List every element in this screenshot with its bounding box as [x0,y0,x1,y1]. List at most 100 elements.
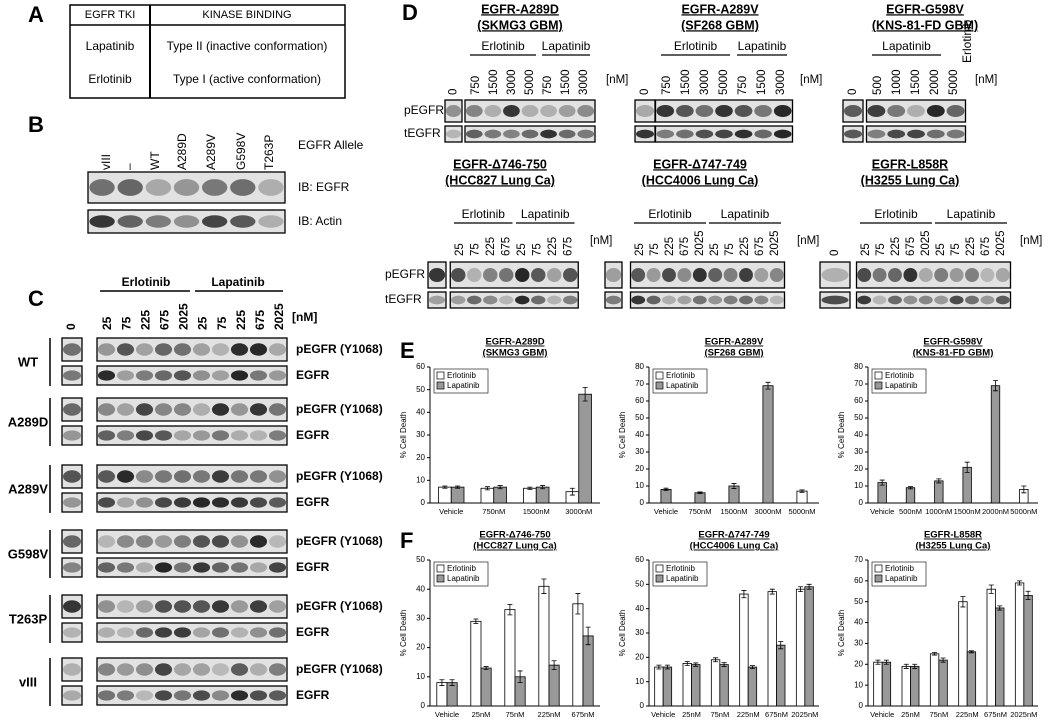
error-bar [517,670,523,684]
y-tick-label: 80 [854,362,863,371]
blot-band [631,267,646,283]
legend-label: Lapatinib [666,574,699,583]
error-bar [551,660,557,670]
blot-band [907,105,925,117]
blot-band [192,497,211,508]
x-tick-label: 5000nM [1010,507,1037,516]
blot-band [145,179,172,196]
lane-label: WT [148,151,162,170]
y-tick-label: 60 [416,362,425,371]
error-bar [879,479,885,486]
blot-band [154,370,173,381]
x-tick-label: 225nM [737,710,760,719]
bar [966,651,977,707]
blot-band [97,470,116,483]
dose-label: 2025 [920,230,932,256]
dose-label: 225 [547,237,559,256]
y-tick-label: 40 [854,430,863,439]
blot-band [230,627,249,638]
blot-band [135,562,154,573]
bar [1023,595,1033,707]
blot-band [249,690,268,701]
blot-band [249,562,268,573]
bar [654,666,664,707]
legend-label: Erlotinib [666,371,695,380]
lane-label: T263P [262,135,276,170]
y-axis-label: % Cell Death [399,412,408,459]
blot-band [268,600,287,613]
blot-band [116,690,135,701]
blot-band [965,267,979,283]
error-bar [693,662,699,667]
blot-band [211,627,230,638]
blot-title: EGFR-A289D [481,2,559,16]
blot-band [467,267,482,283]
blot-band [821,295,849,305]
blot-band [249,627,268,638]
bar [660,488,672,504]
blot-band [907,129,925,139]
blot-band [249,430,268,441]
blot-band [515,295,530,305]
blot-band [268,535,287,548]
blot-band [577,105,595,117]
blot-title: EGFR-Δ746-750 [453,157,547,171]
bar [934,480,944,504]
y-tick-label: 60 [635,396,644,405]
table-cell: Erlotinib [88,72,132,86]
blot-band [116,430,135,441]
drug-label: Erlotinib [674,39,718,53]
blot-band [918,267,933,283]
blot-label: pEGFR (Y1068) [296,342,383,356]
x-tick-label: 675nM [572,710,595,719]
blot-band [211,343,230,356]
y-tick-label: 60 [635,555,644,564]
blot [427,291,447,309]
y-tick-label: 20 [416,453,425,462]
blot-band [677,295,692,305]
blot-band [89,179,115,196]
blot-band [97,535,116,548]
chart-title: (SF268 GBM) [704,348,763,359]
error-bar [663,487,669,491]
blot-band [887,105,906,117]
blot-band [116,600,135,613]
blot-band [844,105,862,117]
blot [629,261,786,289]
blot-band [268,430,287,441]
error-bar [575,593,581,615]
x-tick-label: 675nM [765,710,788,719]
blot [61,425,83,446]
blot-band [63,562,81,573]
x-tick-label: Vehicle [651,710,675,719]
error-bar [721,662,727,667]
x-tick-label: 500nM [899,507,922,516]
drug-label: Erlotinib [960,19,974,63]
dose-label: 225 [664,237,676,256]
bar [691,664,701,707]
blot-band [903,267,918,283]
blot-band [154,470,173,483]
bar [877,482,887,504]
blot-label: pEGFR (Y1068) [296,402,383,416]
x-tick-label: Vehicle [870,710,894,719]
error-bar [988,584,994,594]
x-tick-label: 25nM [472,710,491,719]
error-bar [541,578,547,594]
chart-title: EGFR-Δ746-750 [479,530,550,541]
blot [61,685,83,706]
blot-band [646,267,661,283]
blot-band [173,627,192,638]
dose-label: 1500 [680,69,692,95]
blot-band [173,430,192,441]
blot-band [154,562,173,573]
blot-band [268,663,287,676]
drug-label: Erlotinib [462,207,506,221]
dose-label: 5000 [718,69,730,95]
blot-band [558,129,576,139]
blot-label: tEGFR [385,292,422,306]
dose-label: 0 [639,89,651,95]
blot-label: EGFR [296,428,330,442]
y-tick-label: 20 [635,652,644,661]
